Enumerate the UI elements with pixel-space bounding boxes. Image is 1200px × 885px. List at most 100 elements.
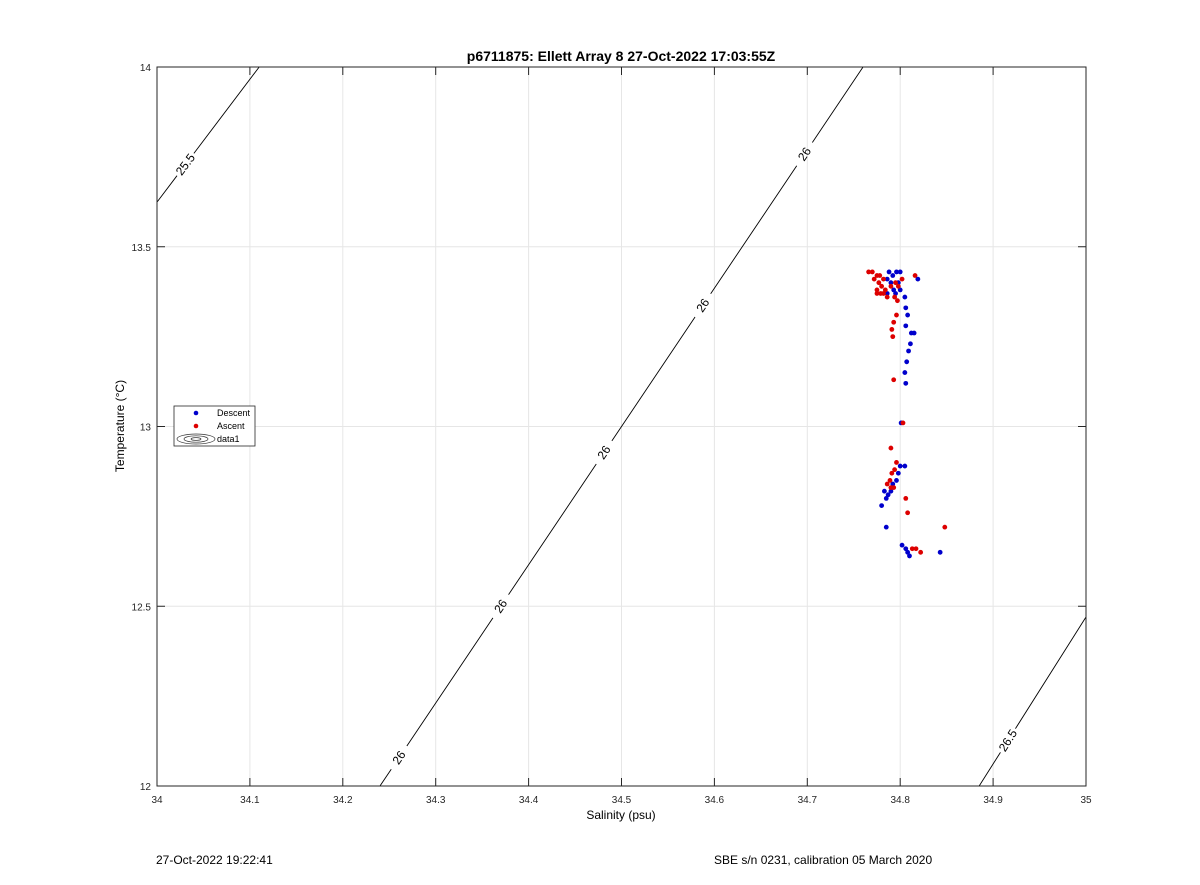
ascent-point (894, 312, 899, 318)
descent-point (894, 478, 899, 483)
legend-contour-icon (176, 433, 216, 445)
contour-line-26 (379, 66, 864, 787)
ascent-point (905, 510, 911, 516)
descent-point (883, 496, 889, 501)
ascent-point (869, 269, 875, 275)
x-tick-label: 34.9 (983, 795, 1003, 806)
ascent-point (877, 273, 883, 278)
footer-calibration-note: SBE s/n 0231, calibration 05 March 2020 (714, 853, 933, 867)
legend-descent-label: Descent (217, 408, 251, 418)
ascent-point (884, 481, 890, 487)
ascent-point (892, 294, 898, 300)
contour-label: 26 (390, 748, 409, 767)
y-axis-label: Temperature (°C) (113, 380, 127, 472)
x-tick-label: 34.8 (890, 795, 910, 806)
descent-point (905, 312, 911, 318)
descent-point (888, 488, 894, 494)
legend-ascent-marker (193, 423, 199, 429)
x-tick-label: 34.2 (333, 795, 353, 806)
descent-point (884, 276, 890, 282)
contour-label: 26 (693, 296, 712, 315)
ascent-point (895, 298, 900, 304)
contour-label: 26 (491, 597, 510, 616)
ascent-point (889, 470, 895, 476)
ascent-point (909, 546, 915, 552)
ascent-point (881, 276, 886, 282)
ascent-point (884, 294, 890, 300)
descent-point (890, 481, 896, 487)
legend: Descent Ascent data1 (173, 405, 256, 447)
ascent-point (879, 283, 885, 289)
contour-line-26.5 (978, 616, 1087, 787)
x-tick-label: 34 (151, 795, 163, 806)
axis-ticks: 34 34.1 34.2 34.3 34.4 34.5 34.6 34.7 34.8 34.9 35… (132, 63, 1092, 806)
y-tick-label: 13.5 (132, 243, 152, 254)
contour-line-25.5 (156, 66, 260, 203)
ascent-point (887, 478, 893, 483)
contour-label: 26 (595, 443, 614, 462)
descent-point (893, 291, 898, 296)
descent-point (903, 305, 909, 311)
y-tick-label: 14 (140, 63, 152, 74)
ascent-point (918, 549, 924, 555)
ascent-point (881, 291, 886, 296)
ascent-point (889, 327, 895, 332)
descent-point (903, 380, 909, 386)
ascent-point (942, 524, 948, 530)
contour-label: 26 (795, 144, 814, 163)
descent-point (902, 370, 908, 375)
descent-point (911, 330, 917, 336)
descent-point (883, 524, 889, 530)
descent-point (903, 546, 909, 552)
descent-point (895, 470, 901, 476)
ascent-point (891, 485, 897, 491)
descent-point (899, 542, 905, 548)
ascent-point (874, 287, 880, 293)
contour-label: 25.5 (173, 151, 198, 178)
descent-point (891, 287, 897, 293)
descent-point (885, 492, 891, 498)
ascent-point (874, 291, 880, 296)
descent-point (907, 553, 912, 559)
ascent-point (894, 460, 899, 465)
ascent-point (899, 276, 905, 282)
ascent-point (890, 334, 896, 340)
descent-point (902, 294, 908, 300)
legend-box (173, 405, 256, 447)
descent-point (915, 276, 921, 282)
x-tick-label: 34.6 (705, 795, 725, 806)
data-points (866, 269, 948, 559)
ascent-point (866, 269, 872, 275)
x-tick-label: 34.1 (240, 795, 260, 806)
x-tick-label: 34.4 (519, 795, 539, 806)
ascent-point (913, 546, 919, 552)
ascent-point (871, 276, 877, 282)
descent-point (903, 323, 909, 329)
ascent-point (888, 283, 894, 289)
descent-point (886, 269, 892, 275)
descent-point (897, 269, 903, 275)
ascent-point (893, 280, 898, 286)
descent-point (884, 291, 890, 296)
x-axis-label: Salinity (psu) (586, 808, 655, 822)
descent-point (897, 287, 903, 293)
x-tick-label: 35 (1080, 795, 1092, 806)
legend-descent-marker (193, 410, 199, 416)
ascent-point (900, 420, 906, 426)
descent-point (904, 359, 910, 365)
legend-data1-label: data1 (217, 434, 240, 444)
ascent-point (892, 467, 898, 473)
descent-point (894, 269, 899, 275)
x-tick-label: 34.3 (426, 795, 446, 806)
descent-point (906, 348, 911, 354)
x-tick-label: 34.5 (612, 795, 632, 806)
y-tick-label: 13 (140, 423, 152, 434)
y-tick-label: 12 (140, 782, 152, 793)
ascent-point (891, 377, 897, 383)
descent-point (890, 273, 896, 278)
descent-point (908, 341, 913, 347)
descent-point (905, 549, 911, 555)
descent-point (897, 463, 903, 469)
ascent-point (888, 445, 894, 451)
